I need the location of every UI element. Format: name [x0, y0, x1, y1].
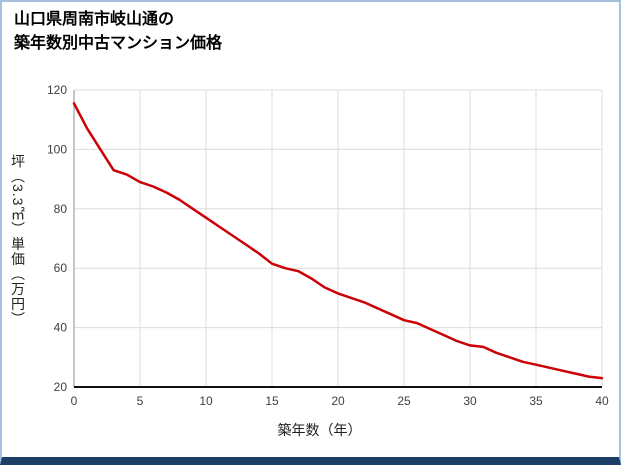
- y-tick-label: 40: [54, 321, 68, 335]
- chart-svg: 0 5 10 15 20 25 30 35 40 20 40 60 80 100 120: [47, 83, 609, 408]
- y-tick-label: 20: [54, 380, 68, 394]
- y-axis-label: 坪（3.3㎡）単価（万円）: [10, 153, 26, 327]
- x-tick-label: 40: [595, 394, 609, 408]
- price-line: [72, 102, 604, 380]
- y-tick-label: 80: [54, 202, 68, 216]
- x-tick-label: 35: [529, 394, 543, 408]
- x-tick-label: 5: [137, 394, 144, 408]
- chart-title: 山口県周南市岐山通の 築年数別中古マンション価格: [14, 8, 222, 56]
- y-tick-label: 100: [47, 142, 67, 156]
- x-tick-label: 25: [397, 394, 411, 408]
- chart-title-line1: 山口県周南市岐山通の: [14, 11, 175, 28]
- y-tick-label: 120: [47, 83, 67, 97]
- x-tick-label: 15: [265, 394, 279, 408]
- x-tick-label: 20: [331, 394, 345, 408]
- x-axis-label: 築年数（年）: [277, 422, 362, 438]
- y-tick-label: 60: [54, 261, 68, 275]
- chart-title-line2: 築年数別中古マンション価格: [14, 35, 223, 52]
- x-tick-label: 10: [199, 394, 213, 408]
- x-tick-label: 0: [71, 394, 78, 408]
- x-tick-label: 30: [463, 394, 477, 408]
